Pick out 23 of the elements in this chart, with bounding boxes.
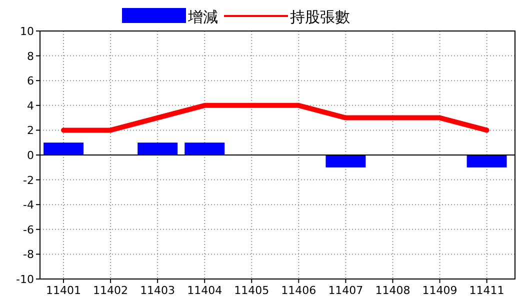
x-tick-label: 11407 bbox=[328, 284, 364, 297]
x-tick-label: 11411 bbox=[469, 284, 504, 297]
x-tick-label: 11403 bbox=[140, 284, 176, 297]
y-tick-label: 2 bbox=[27, 124, 34, 138]
y-tick-label: 0 bbox=[27, 149, 34, 162]
y-tick-label: -4 bbox=[23, 198, 34, 212]
y-tick-label: 4 bbox=[27, 99, 34, 112]
x-tick-label: 11404 bbox=[187, 284, 222, 297]
y-tick-label: 10 bbox=[20, 25, 34, 38]
y-tick-label: -2 bbox=[23, 174, 34, 187]
legend-label: 增減 bbox=[187, 8, 218, 26]
y-tick-label: 8 bbox=[27, 50, 34, 63]
y-tick-label: 6 bbox=[27, 74, 34, 88]
x-tick-label: 11405 bbox=[234, 284, 270, 297]
x-tick-label: 11409 bbox=[422, 284, 458, 297]
x-tick-label: 11401 bbox=[46, 284, 82, 297]
x-tick-label: 11406 bbox=[281, 284, 316, 297]
y-tick-label: -10 bbox=[16, 273, 34, 286]
x-tick-label: 11402 bbox=[93, 284, 128, 297]
y-tick-label: -8 bbox=[23, 248, 34, 262]
y-tick-label: -6 bbox=[23, 223, 34, 236]
x-tick-label: 11408 bbox=[375, 284, 410, 297]
legend-label: 持股張數 bbox=[290, 8, 350, 26]
